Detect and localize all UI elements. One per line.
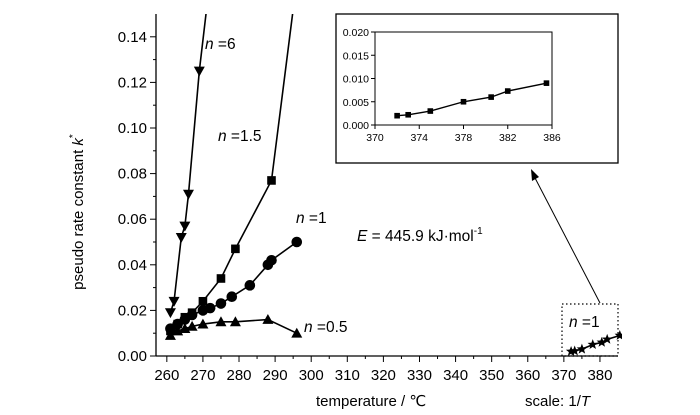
data-point xyxy=(186,309,198,321)
y-tick-label: 0.12 xyxy=(118,74,147,91)
inset-x-tick-label: 370 xyxy=(366,132,384,144)
x-tick-label: 380 xyxy=(587,367,612,384)
data-point xyxy=(614,329,622,340)
series-2 xyxy=(165,236,303,334)
x-tick-label: 290 xyxy=(263,367,288,384)
x-tick-label: 360 xyxy=(515,367,540,384)
data-point xyxy=(186,320,198,331)
data-point xyxy=(601,333,613,344)
data-point xyxy=(164,329,176,340)
inset-frame xyxy=(335,13,619,164)
series-layer xyxy=(164,14,622,356)
data-point xyxy=(266,254,277,266)
pointer-line xyxy=(533,175,601,304)
y-tick-label: 0.06 xyxy=(118,211,147,228)
x-tick-label: 320 xyxy=(371,367,396,384)
data-point xyxy=(215,316,227,327)
data-point xyxy=(576,343,588,354)
y-tick-label: 0.00 xyxy=(118,348,147,365)
y-axis-label: pseudo rate constant k* xyxy=(68,134,87,290)
x-tick-label: 300 xyxy=(299,367,324,384)
data-point xyxy=(596,336,607,347)
inset-pointer-arrow xyxy=(531,169,619,357)
inset: 370 374 378 382 386 0.000 0.005 0.010 0.015 0.020 xyxy=(335,13,619,164)
data-point xyxy=(565,345,577,356)
data-point xyxy=(244,280,256,291)
series-line xyxy=(169,14,294,332)
data-point xyxy=(229,316,241,327)
y-tick-label: 0.04 xyxy=(118,257,147,274)
series-label-n1-high-t: n =1 xyxy=(569,314,600,331)
data-point xyxy=(175,233,187,243)
data-point xyxy=(168,296,180,307)
x-axis-label: temperature / ℃ xyxy=(316,393,426,410)
x-tick-label: 310 xyxy=(335,367,360,384)
x-tick-label: 280 xyxy=(227,367,252,384)
inset-data-point xyxy=(504,88,511,94)
y-tick-label: 0.08 xyxy=(118,166,147,183)
data-point xyxy=(215,298,227,309)
series-1 xyxy=(166,14,294,336)
inset-y-tick-label: 0.000 xyxy=(343,120,369,132)
y-tick-label: 0.10 xyxy=(118,120,147,137)
data-point xyxy=(179,221,191,232)
main-axes: 260 270 280 290 300 310 320 330 340 350 360 370 380 0… xyxy=(118,14,618,384)
inset-data-point xyxy=(488,94,494,100)
inset-y-tick-label: 0.015 xyxy=(343,50,369,62)
data-point xyxy=(262,314,274,324)
y-tick-label: 0.14 xyxy=(118,29,147,46)
series-line xyxy=(169,14,207,313)
inset-x-tick-label: 374 xyxy=(410,132,428,144)
data-point xyxy=(291,327,303,338)
series-label-n0-5: n =0.5 xyxy=(304,319,348,336)
x-tick-label: 260 xyxy=(154,367,179,384)
inset-x-tick-label: 378 xyxy=(455,132,473,144)
data-point xyxy=(164,308,176,319)
data-point xyxy=(226,291,238,303)
data-point xyxy=(197,318,209,329)
inset-data-point xyxy=(460,98,467,105)
series-label-n1-5: n =1.5 xyxy=(218,128,262,145)
data-point xyxy=(182,189,194,200)
data-point xyxy=(198,296,208,306)
data-point xyxy=(587,339,598,350)
x-tick-label: 270 xyxy=(190,367,215,384)
series-label-n6: n =6 xyxy=(205,36,236,53)
inset-y-tick-label: 0.010 xyxy=(343,74,369,86)
data-point xyxy=(216,274,226,283)
inset-y-tick-label: 0.005 xyxy=(343,97,369,109)
x-tick-label: 330 xyxy=(407,367,432,384)
series-label-n1: n =1 xyxy=(296,210,327,227)
x-tick-label: 340 xyxy=(443,367,468,384)
inset-data-point xyxy=(405,111,411,118)
data-point xyxy=(193,66,205,77)
inset-x-tick-label: 386 xyxy=(543,132,561,144)
data-point xyxy=(291,236,303,248)
series-0 xyxy=(164,14,207,319)
inset-data-point xyxy=(543,80,550,86)
series-3 xyxy=(164,314,303,340)
inset-data-point xyxy=(427,108,434,114)
data-point xyxy=(569,345,580,356)
x-tick-label: 370 xyxy=(551,367,576,384)
inset-x-tick-label: 382 xyxy=(499,132,517,144)
data-point xyxy=(231,244,240,254)
scale-note: scale: 1/T xyxy=(525,393,592,410)
y-tick-label: 0.02 xyxy=(118,302,147,319)
data-point xyxy=(267,176,276,185)
zoom-region-box xyxy=(561,303,619,357)
inset-data-point xyxy=(394,112,400,119)
pointer-arrowhead xyxy=(531,169,539,181)
x-tick-label: 350 xyxy=(479,367,504,384)
data-point xyxy=(204,302,216,314)
inset-y-tick-label: 0.020 xyxy=(343,27,369,39)
activation-energy-annotation: E = 445.9 kJ·mol-1 xyxy=(357,226,483,245)
series-4 xyxy=(565,329,622,356)
